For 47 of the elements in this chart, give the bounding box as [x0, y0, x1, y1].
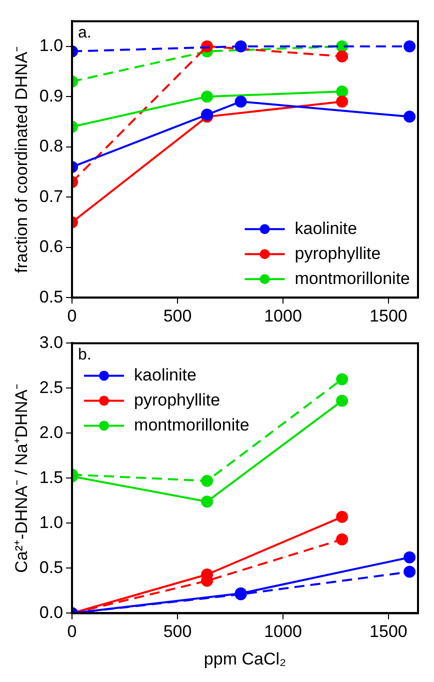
- x-axis-title: ppm CaCl₂: [204, 649, 286, 668]
- x-tick-label: 500: [163, 622, 192, 642]
- legend-label: montmorillonite: [294, 268, 410, 288]
- y-tick-label: 3.0: [39, 332, 64, 352]
- y-axis-title: fraction of coordinated DHNA⁻: [12, 46, 31, 273]
- y-tick-label: 1.0: [39, 36, 64, 56]
- y-tick-label: 2.0: [39, 422, 64, 442]
- point: [336, 50, 348, 62]
- point: [234, 40, 247, 52]
- point: [404, 40, 416, 52]
- x-tick-label: 1000: [264, 306, 302, 326]
- point: [404, 551, 416, 564]
- point: [336, 86, 348, 98]
- point: [336, 394, 348, 407]
- y-tick-label: 2.5: [39, 378, 64, 397]
- y-tick-label: 0.0: [39, 602, 64, 622]
- legend-label: pyrophyllite: [134, 390, 220, 410]
- x-tick-label: 500: [163, 306, 192, 326]
- y-axis-title: Ca²⁺-DHNA⁻ / Na⁺DHNA⁻: [12, 384, 31, 573]
- point: [336, 373, 348, 386]
- y-tick-label: 0.7: [39, 186, 64, 206]
- annotation: b.: [78, 346, 92, 364]
- point: [404, 566, 416, 578]
- legend-label: kaolinite: [134, 365, 196, 384]
- point: [234, 96, 247, 108]
- y-tick-label: 0.8: [39, 136, 64, 156]
- point: [336, 533, 348, 546]
- legend-label: kaolinite: [294, 218, 358, 238]
- point: [201, 90, 214, 103]
- x-tick-label: 1000: [264, 622, 302, 642]
- legend-label: pyrophyllite: [294, 244, 381, 263]
- point: [336, 510, 348, 523]
- point: [201, 496, 214, 508]
- legend-label: montmorillonite: [134, 415, 250, 434]
- annotation: a.: [78, 24, 92, 42]
- y-tick-label: 0.9: [39, 86, 64, 106]
- y-tick-label: 1.0: [39, 512, 64, 532]
- x-tick-label: 1500: [370, 622, 408, 642]
- point: [404, 110, 416, 123]
- x-tick-label: 0: [67, 622, 77, 642]
- point: [201, 474, 214, 487]
- y-tick-label: 0.5: [39, 287, 64, 306]
- y-tick-label: 0.5: [39, 558, 64, 577]
- y-tick-label: 0.6: [39, 237, 64, 256]
- x-tick-label: 0: [67, 306, 77, 326]
- x-tick-label: 1500: [370, 306, 408, 326]
- y-tick-label: 1.5: [39, 468, 64, 487]
